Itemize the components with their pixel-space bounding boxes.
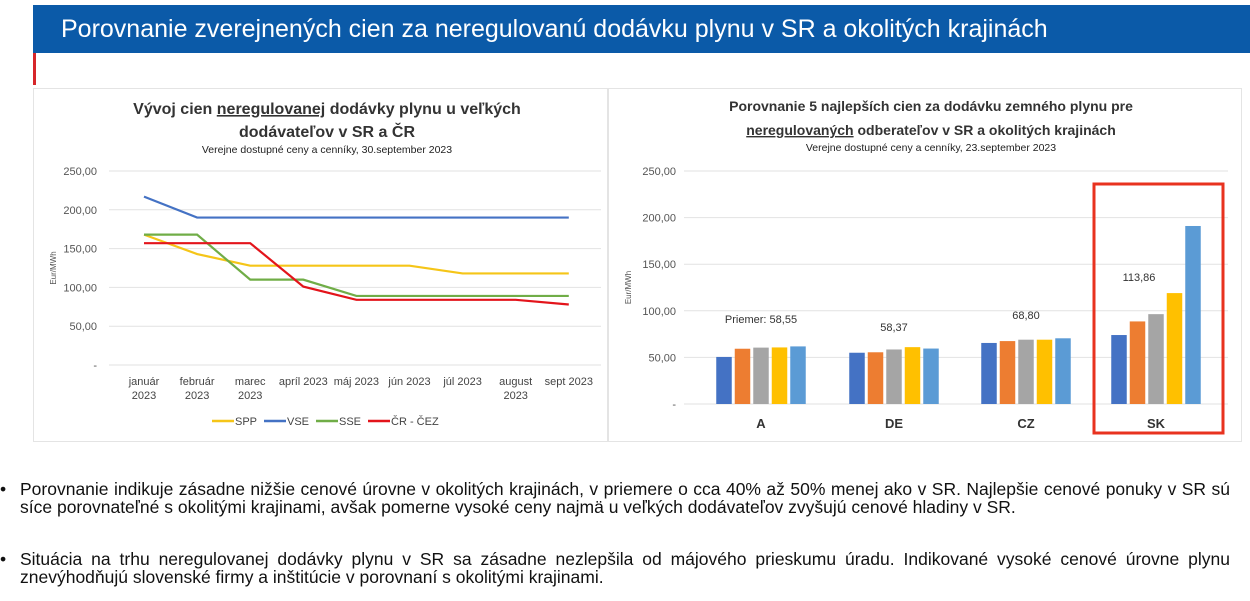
bar-DE-4 — [904, 347, 921, 404]
series-line-spp — [143, 233, 569, 275]
highlight-box-sk — [1092, 182, 1225, 435]
series-line-rez — [144, 242, 569, 306]
bullet-icon: • — [0, 479, 7, 499]
x-tick-label: január — [128, 376, 160, 388]
y-tick-label: 100,00 — [63, 282, 97, 294]
x-tick-label: SK — [1147, 416, 1166, 431]
series-line-sse — [144, 233, 569, 298]
x-tick-label: A — [756, 416, 766, 431]
legend-label: ČR - ČEZ — [391, 415, 439, 428]
bar-CZ-5 — [1055, 338, 1071, 404]
bar-SK-3 — [1148, 314, 1164, 404]
x-tick-label: 2023 — [185, 390, 209, 402]
chart-title-line2: dodávateľov v SR a ČR — [239, 122, 415, 141]
bar-DE-2 — [867, 352, 884, 404]
average-label: 113,86 — [1123, 272, 1156, 284]
bullet-2: • Situácia na trhu neregulovanej dodávky… — [0, 550, 1230, 586]
bullet-text: Porovnanie indikuje zásadne nižšie cenov… — [20, 479, 1230, 517]
series-line-vse — [143, 195, 569, 219]
accent-line — [33, 53, 36, 85]
line-chart-panel: Vývoj cien neregulovanej dodávky plynu u… — [33, 88, 608, 442]
bar-DE-5 — [923, 348, 939, 404]
bar-SK-5 — [1185, 225, 1201, 404]
legend-label: SPP — [235, 416, 257, 428]
y-axis-label: Eur/MWh — [49, 251, 58, 284]
x-tick-label: máj 2023 — [334, 376, 379, 388]
x-tick-label: február — [180, 376, 215, 388]
bar-A-4 — [771, 347, 788, 404]
x-tick-label: jún 2023 — [387, 376, 430, 388]
y-tick-label: 200,00 — [642, 213, 676, 225]
y-tick-label: 150,00 — [642, 259, 676, 271]
bar-DE-3 — [886, 349, 902, 404]
x-tick-label: CZ — [1017, 416, 1034, 431]
bar-chart-panel: Porovnanie 5 najlepších cien za dodávku … — [608, 88, 1242, 442]
average-label: Priemer: 58,55 — [725, 314, 797, 326]
y-tick-label: 200,00 — [63, 205, 97, 217]
y-tick-label: 150,00 — [63, 244, 97, 256]
chart-subtitle: Verejne dostupné ceny a cenníky, 23.sept… — [806, 142, 1056, 154]
chart-subtitle: Verejne dostupné ceny a cenníky, 30.sept… — [202, 144, 452, 156]
x-tick-label: DE — [885, 416, 903, 431]
y-tick-label: 250,00 — [642, 166, 676, 178]
bar-A-2 — [734, 348, 751, 404]
y-tick-label: 100,00 — [642, 306, 676, 318]
bullet-text: Situácia na trhu neregulovanej dodávky p… — [20, 549, 1230, 587]
line-chart: Vývoj cien neregulovanej dodávky plynu u… — [49, 101, 601, 428]
y-tick-label: 250,00 — [63, 166, 97, 178]
chart-title-line2: neregulovaných odberateľov v SR a okolit… — [746, 122, 1116, 138]
legend-label: VSE — [287, 416, 309, 428]
x-tick-label: august — [499, 376, 532, 388]
x-tick-label: 2023 — [132, 390, 156, 402]
x-tick-label: sept 2023 — [545, 376, 593, 388]
average-label: 68,80 — [1012, 310, 1040, 322]
bar-SK-4 — [1166, 293, 1183, 404]
bullet-1: • Porovnanie indikuje zásadne nižšie cen… — [0, 480, 1230, 516]
bar-CZ-2 — [999, 341, 1016, 404]
x-tick-label: marec — [235, 376, 266, 388]
x-tick-label: júl 2023 — [442, 376, 482, 388]
x-tick-label: 2023 — [503, 390, 527, 402]
chart-title: Porovnanie 5 najlepších cien za dodávku … — [729, 98, 1133, 114]
y-tick-label: 50,00 — [648, 352, 676, 364]
slide-title: Porovnanie zverejnených cien za neregulo… — [33, 5, 1250, 53]
bar-CZ-1 — [981, 342, 997, 404]
bar-chart: Porovnanie 5 najlepších cien za dodávku … — [624, 98, 1228, 435]
chart-title: Vývoj cien neregulovanej dodávky plynu u… — [133, 101, 521, 118]
bar-DE-1 — [849, 352, 865, 404]
bar-A-1 — [716, 356, 732, 404]
bar-A-5 — [790, 346, 806, 404]
bullet-icon: • — [0, 549, 7, 569]
bar-CZ-4 — [1036, 339, 1053, 404]
average-label: 58,37 — [880, 322, 908, 334]
bar-A-3 — [753, 347, 769, 404]
x-tick-label: 2023 — [238, 390, 262, 402]
x-tick-label: apríl 2023 — [279, 376, 328, 388]
bar-SK-1 — [1111, 335, 1127, 404]
y-tick-label: - — [93, 360, 97, 372]
y-axis-label: Eur/MWh — [624, 271, 633, 304]
bar-SK-2 — [1129, 321, 1146, 404]
legend-label: SSE — [339, 416, 361, 428]
y-tick-label: - — [672, 399, 676, 411]
y-tick-label: 50,00 — [69, 321, 97, 333]
bar-CZ-3 — [1018, 339, 1034, 404]
